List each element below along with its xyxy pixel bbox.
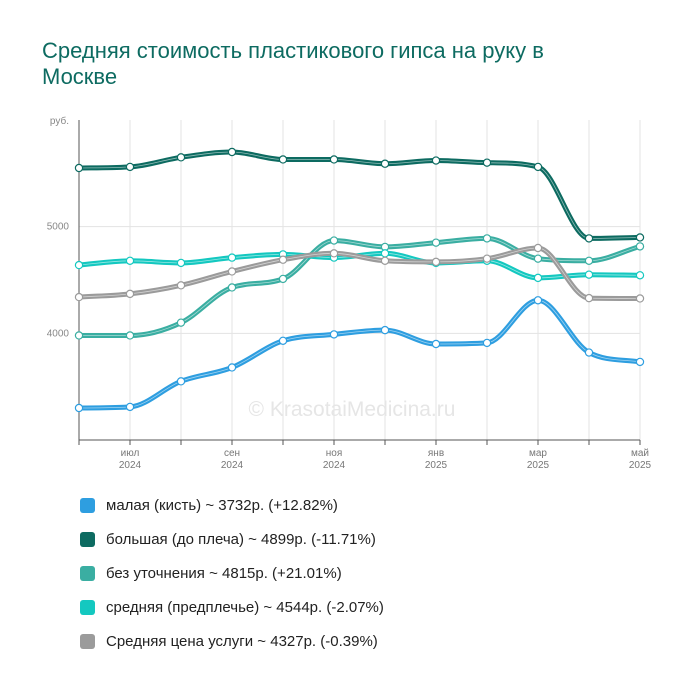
data-point <box>125 162 135 172</box>
data-point <box>635 271 645 280</box>
data-point <box>176 153 186 162</box>
legend-swatch <box>80 531 95 547</box>
data-point <box>635 233 645 242</box>
legend: малая (кисть) ~ 3732р. (+12.82%) большая… <box>80 488 384 658</box>
legend-swatch <box>80 497 95 513</box>
data-point <box>74 403 84 413</box>
data-point <box>584 256 594 265</box>
legend-swatch <box>80 565 95 581</box>
data-point <box>329 249 339 258</box>
data-point <box>125 289 135 299</box>
data-point <box>125 256 135 265</box>
data-point <box>380 325 390 335</box>
data-point <box>584 234 594 243</box>
data-point <box>227 253 237 262</box>
y-tick-label: 4000 <box>47 328 70 339</box>
data-point <box>533 162 543 172</box>
legend-label: Средняя цена услуги ~ 4327р. (-0.39%) <box>106 632 378 650</box>
data-point <box>431 339 441 349</box>
legend-item[interactable]: большая (до плеча) ~ 4899р. (-11.71%) <box>80 522 384 556</box>
x-tick-label: сен 2024 <box>221 448 244 471</box>
y-tick-label: 5000 <box>47 222 70 233</box>
data-point <box>380 256 390 265</box>
data-point <box>227 267 237 276</box>
data-point <box>533 254 543 263</box>
data-point <box>125 331 135 340</box>
data-point <box>74 163 84 173</box>
data-point <box>227 147 237 157</box>
series-line <box>76 245 643 301</box>
series-line <box>76 297 643 411</box>
data-point <box>533 296 543 305</box>
data-point <box>584 270 594 279</box>
data-point <box>533 243 543 253</box>
legend-label: без уточнения ~ 4815р. (+21.01%) <box>106 564 342 582</box>
data-point <box>431 238 441 247</box>
x-tick-label: июл 2024 <box>119 448 142 471</box>
data-point <box>74 292 84 302</box>
data-point <box>176 318 186 327</box>
data-point <box>482 338 492 348</box>
data-point <box>482 158 492 167</box>
legend-swatch <box>80 633 95 649</box>
data-point <box>278 336 288 345</box>
axes: 4000 5000 руб. июл 2024 сен 2024 ноя 2024 янв 2025… <box>47 115 652 471</box>
data-point <box>584 293 594 303</box>
x-tick-label: ноя 2024 <box>323 448 346 471</box>
data-point <box>482 234 492 243</box>
data-point <box>431 156 441 165</box>
data-point <box>635 357 645 367</box>
legend-label: большая (до плеча) ~ 4899р. (-11.71%) <box>106 530 376 548</box>
data-point <box>176 258 186 268</box>
data-point <box>329 155 339 164</box>
legend-label: средняя (предплечье) ~ 4544р. (-2.07%) <box>106 598 384 616</box>
series-points <box>74 147 645 413</box>
y-axis-label: руб. <box>50 115 69 127</box>
series-line-highlight <box>78 151 641 239</box>
data-point <box>329 236 339 245</box>
line-chart: © KrasotaiMedicina.ru 4000 5000 руб. июл 202… <box>47 115 652 471</box>
legend-swatch <box>80 599 95 615</box>
data-point <box>176 281 186 290</box>
x-tick-label: май 2025 <box>629 448 652 471</box>
data-point <box>329 330 339 339</box>
legend-label: малая (кисть) ~ 3732р. (+12.82%) <box>106 496 338 514</box>
data-point <box>482 254 492 263</box>
chart-title: Средняя стоимость пластикового гипса на … <box>42 38 544 89</box>
data-point <box>380 159 390 168</box>
watermark: © KrasotaiMedicina.ru <box>249 398 456 421</box>
legend-item[interactable]: без уточнения ~ 4815р. (+21.01%) <box>80 556 384 590</box>
series-lines <box>76 149 643 411</box>
data-point <box>74 260 84 270</box>
legend-item[interactable]: средняя (предплечье) ~ 4544р. (-2.07%) <box>80 590 384 624</box>
x-tick-label: мар 2025 <box>527 448 550 471</box>
data-point <box>584 348 594 357</box>
data-point <box>533 273 543 283</box>
data-point <box>227 283 237 292</box>
series-line <box>76 149 643 241</box>
data-point <box>125 402 135 412</box>
data-point <box>278 274 288 284</box>
data-point <box>635 242 645 251</box>
data-point <box>176 377 186 386</box>
data-point <box>74 331 84 340</box>
data-point <box>278 155 288 164</box>
legend-item[interactable]: Средняя цена услуги ~ 4327р. (-0.39%) <box>80 624 384 658</box>
data-point <box>227 363 237 372</box>
legend-item[interactable]: малая (кисть) ~ 3732р. (+12.82%) <box>80 488 384 522</box>
data-point <box>278 255 288 264</box>
data-point <box>431 257 441 267</box>
data-point <box>635 294 645 303</box>
data-point <box>380 249 390 258</box>
x-tick-label: янв 2025 <box>425 448 448 471</box>
